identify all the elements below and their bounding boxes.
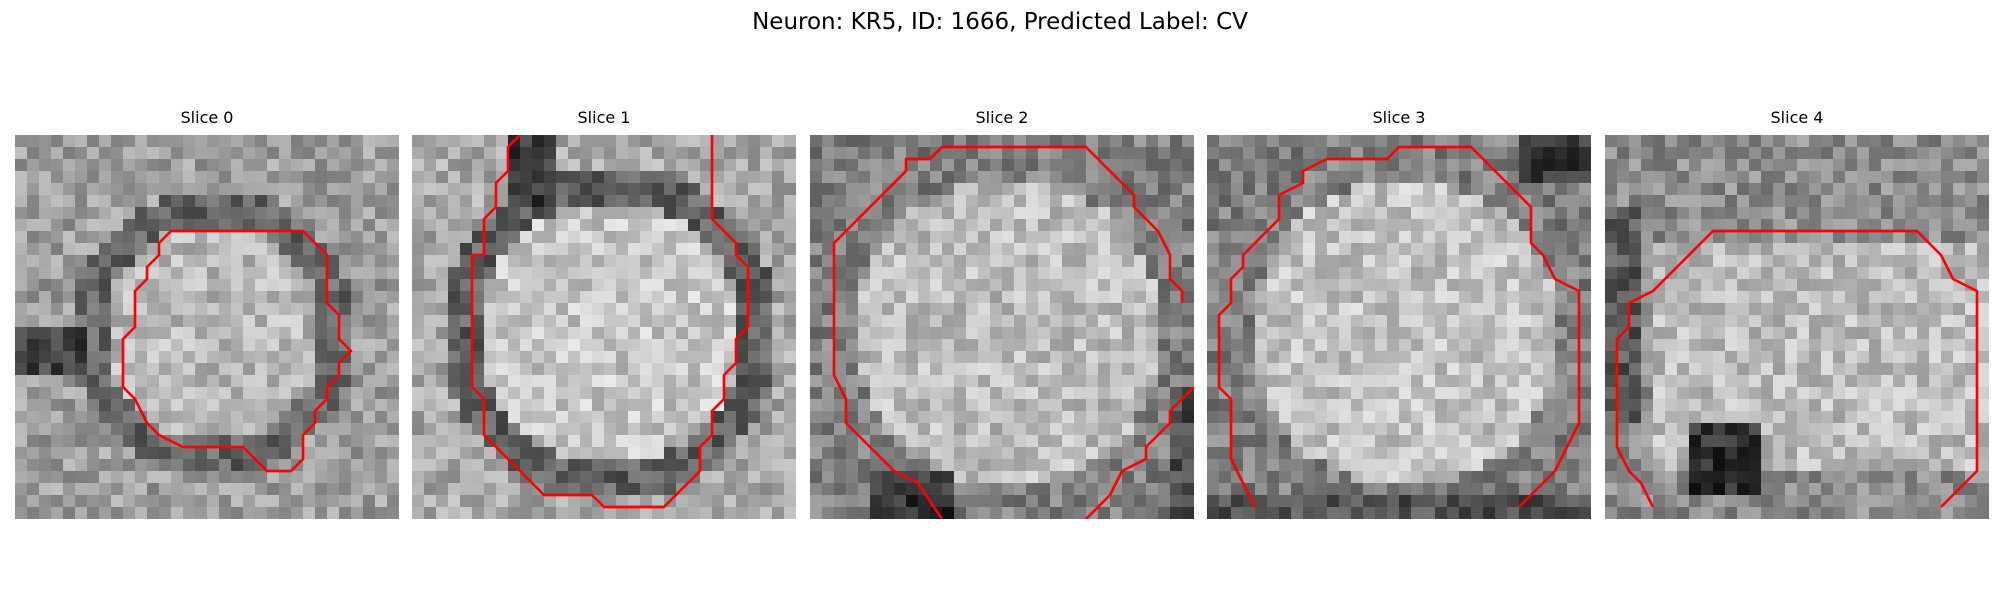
slice-panel-4: Slice 4 — [1605, 108, 1989, 519]
grayscale-pixels-4 — [1605, 135, 1989, 519]
slice-title-0: Slice 0 — [180, 108, 234, 127]
contour-4 — [1615, 229, 1979, 508]
slice-title-4: Slice 4 — [1770, 108, 1824, 127]
slice-panel-1: Slice 1 — [412, 108, 796, 519]
grayscale-pixels-0 — [15, 135, 399, 519]
slice-title-3: Slice 3 — [1372, 108, 1426, 127]
slice-image-3 — [1207, 135, 1591, 519]
slice-image-2 — [810, 135, 1194, 519]
slice-panel-2: Slice 2 — [810, 108, 1194, 519]
slice-panel-0: Slice 0 — [15, 108, 399, 519]
slice-image-4 — [1605, 135, 1989, 519]
slice-image-1 — [412, 135, 796, 519]
grayscale-pixels-1 — [412, 135, 796, 519]
contour-3 — [1217, 145, 1581, 508]
figure-title: Neuron: KR5, ID: 1666, Predicted Label: … — [752, 9, 1248, 35]
slice-title-1: Slice 1 — [577, 108, 631, 127]
contour-2 — [832, 145, 1184, 519]
contour-2b — [1085, 386, 1194, 519]
slice-panel-3: Slice 3 — [1207, 108, 1591, 519]
slice-title-2: Slice 2 — [975, 108, 1029, 127]
contour-0 — [121, 229, 353, 473]
slice-image-0 — [15, 135, 399, 519]
contour-1 — [470, 135, 750, 509]
grayscale-pixels-3 — [1207, 135, 1591, 519]
grayscale-pixels-2 — [810, 135, 1194, 519]
